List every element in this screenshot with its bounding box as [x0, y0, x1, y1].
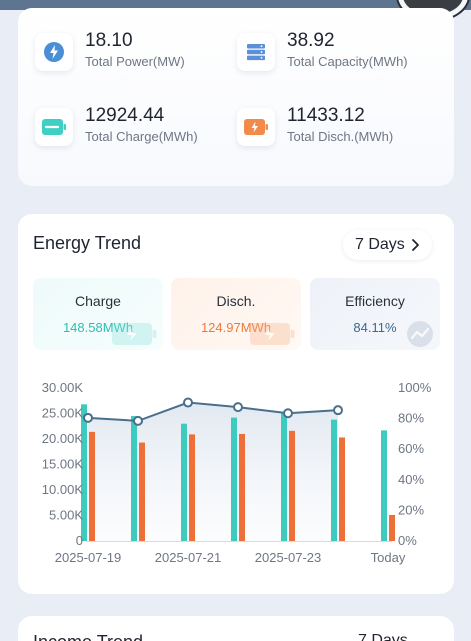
- bar-discharge: [289, 430, 295, 541]
- efficiency-point: [83, 412, 93, 423]
- y-axis-tick-label: 0: [76, 533, 83, 548]
- bar-charge: [331, 419, 337, 541]
- x-axis-tick-label: 2025-07-23: [255, 550, 322, 565]
- section-title: Income Trend: [33, 632, 143, 641]
- range-label: 7 Days: [355, 236, 405, 253]
- bar-discharge: [189, 434, 195, 541]
- section-title: Energy Trend: [33, 233, 142, 253]
- bar-discharge: [139, 442, 145, 541]
- stat-total-power: 18.10 Total Power(MW): [35, 30, 235, 76]
- metric-label: Efficiency: [345, 293, 405, 309]
- stat-label: Total Disch.(MWh): [287, 129, 394, 144]
- stat-total-charge: 12924.44 Total Charge(MWh): [35, 105, 235, 151]
- chevron-right-icon: [411, 239, 419, 251]
- metric-label: Disch.: [216, 293, 256, 309]
- y-axis-tick-label: 10.00K: [42, 482, 84, 497]
- summary-card: 18.10 Total Power(MW) 38.92 Total Capaci…: [18, 8, 454, 186]
- y2-axis-tick-label: 100%: [398, 380, 432, 395]
- energy-trend-card: Energy Trend 7 Days Charge 148.58MWh Dis…: [18, 214, 454, 594]
- metric-value: 124.97MWh: [200, 320, 272, 335]
- x-axis-tick-label: Today: [371, 550, 406, 565]
- chart-canvas: 0 5.00K 10.00K 15.00K 20.00K 25.00K 30.00K 0% 20…: [42, 380, 432, 565]
- metric-efficiency: Efficiency 84.11%: [310, 278, 440, 350]
- metric-value: 84.11%: [353, 320, 397, 335]
- y-axis-tick-label: 30.00K: [42, 380, 84, 395]
- y2-axis-tick-label: 40%: [398, 472, 424, 487]
- battery-charge-icon: [35, 108, 73, 146]
- stat-total-discharge: 11433.12 Total Disch.(MWh): [237, 105, 437, 151]
- battery-discharge-icon: [250, 323, 295, 345]
- y2-axis-tick-label: 20%: [398, 502, 424, 517]
- storage-icon: [237, 33, 275, 71]
- header-strip: [0, 0, 471, 10]
- stat-value: 38.92: [287, 30, 335, 51]
- range-selector-button[interactable]: 7 Days: [358, 632, 408, 641]
- income-trend-card: Income Trend 7 Days: [18, 616, 454, 641]
- metric-label: Charge: [75, 293, 121, 309]
- bar-charge: [231, 417, 237, 541]
- bar-charge: [131, 416, 137, 541]
- stat-label: Total Capacity(MWh): [287, 54, 408, 69]
- stat-label: Total Power(MW): [85, 54, 185, 69]
- stat-total-capacity: 38.92 Total Capacity(MWh): [237, 30, 437, 76]
- x-axis-tick-label: 2025-07-19: [55, 550, 122, 565]
- battery-discharge-icon: [237, 108, 275, 146]
- energy-trend-chart: 0 5.00K 10.00K 15.00K 20.00K 25.00K 30.00K 0% 20…: [18, 364, 454, 574]
- trend-chart-icon: [407, 321, 433, 347]
- metric-discharge: Disch. 124.97MWh: [171, 278, 301, 350]
- metric-charge: Charge 148.58MWh: [33, 278, 163, 350]
- metric-value: 148.58MWh: [62, 320, 134, 335]
- bar-charge: [281, 413, 287, 541]
- efficiency-point: [133, 415, 143, 426]
- battery-charge-icon: [112, 323, 157, 345]
- y2-axis-tick-label: 0%: [398, 533, 417, 548]
- y2-axis-tick-label: 60%: [398, 441, 424, 456]
- bar-discharge: [339, 437, 345, 541]
- x-axis-tick-label: 2025-07-21: [155, 550, 222, 565]
- bar-discharge: [239, 433, 245, 541]
- y2-axis-tick-label: 80%: [398, 411, 424, 426]
- efficiency-point: [183, 397, 193, 408]
- bar-discharge: [389, 514, 395, 541]
- bolt-icon: [35, 33, 73, 71]
- stat-label: Total Charge(MWh): [85, 129, 198, 144]
- stat-value: 11433.12: [287, 105, 365, 126]
- stat-value: 12924.44: [85, 105, 165, 126]
- bar-charge: [81, 404, 87, 541]
- y-axis-tick-label: 20.00K: [42, 431, 84, 446]
- efficiency-point: [283, 408, 293, 419]
- efficiency-line: [87, 401, 339, 422]
- bar-charge: [181, 423, 187, 541]
- y-axis-tick-label: 15.00K: [42, 457, 84, 472]
- stat-value: 18.10: [85, 30, 133, 51]
- bar-charge: [381, 430, 387, 541]
- bar-discharge: [89, 431, 95, 541]
- efficiency-point: [333, 405, 343, 416]
- y-axis-tick-label: 25.00K: [42, 406, 84, 421]
- efficiency-area: [88, 402, 338, 541]
- range-selector-button[interactable]: 7 Days: [343, 230, 432, 260]
- y-axis-tick-label: 5.00K: [49, 508, 83, 523]
- efficiency-point: [233, 402, 243, 413]
